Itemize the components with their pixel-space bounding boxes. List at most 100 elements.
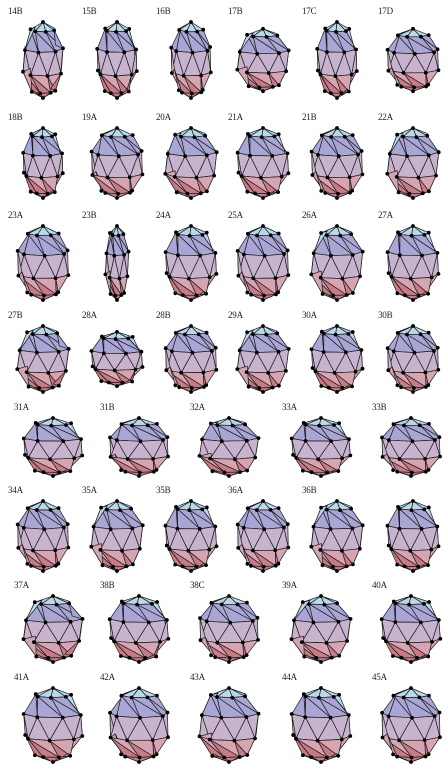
atom-vertex xyxy=(200,233,205,237)
atom-vertex xyxy=(395,383,400,388)
atom-vertex xyxy=(437,435,442,439)
atom-vertex xyxy=(350,253,355,257)
atom-vertex xyxy=(316,457,320,462)
atom-vertex xyxy=(77,639,81,643)
atom-vertex xyxy=(271,85,275,89)
atom-vertex xyxy=(432,349,436,353)
cluster-label: 36B xyxy=(302,485,317,495)
atom-vertex xyxy=(230,423,235,428)
atom-vertex xyxy=(112,253,117,258)
atom-vertex xyxy=(303,439,308,443)
atom-vertex xyxy=(110,233,115,237)
atom-vertex xyxy=(395,33,400,38)
cluster-label: 17D xyxy=(378,6,393,16)
atom-vertex xyxy=(227,686,231,690)
cluster-label: 23A xyxy=(8,210,23,220)
cluster-polyhedron xyxy=(163,324,219,394)
atom-vertex xyxy=(309,272,314,277)
atom-vertex xyxy=(411,224,415,228)
atom-vertex xyxy=(436,544,441,549)
atom-vertex xyxy=(187,508,192,512)
atom-vertex xyxy=(243,694,247,699)
atom-vertex xyxy=(42,293,46,298)
atom-vertex xyxy=(423,469,428,474)
atom-vertex xyxy=(247,134,252,138)
atom-vertex xyxy=(192,135,197,139)
atom-vertex xyxy=(261,26,265,31)
atom-vertex xyxy=(243,422,248,427)
atom-vertex xyxy=(33,421,38,425)
atom-vertex xyxy=(261,224,265,228)
atom-vertex xyxy=(391,468,395,472)
atom-vertex xyxy=(423,370,428,375)
atom-vertex xyxy=(291,733,296,737)
atom-vertex xyxy=(164,368,169,373)
atom-vertex xyxy=(426,468,431,472)
atom-vertex xyxy=(197,734,202,739)
atom-vertex xyxy=(89,544,94,549)
atom-vertex xyxy=(34,191,39,196)
atom-vertex xyxy=(115,20,119,24)
atom-vertex xyxy=(395,562,400,567)
atom-vertex xyxy=(33,692,38,697)
atom-vertex xyxy=(208,693,213,697)
atom-vertex xyxy=(350,133,355,137)
atom-vertex xyxy=(173,132,177,137)
atom-vertex xyxy=(289,712,294,716)
atom-vertex xyxy=(337,653,342,658)
atom-vertex xyxy=(417,423,422,428)
atom-vertex xyxy=(207,737,212,742)
atom-vertex xyxy=(328,715,333,720)
atom-vertex xyxy=(52,28,57,33)
atom-vertex xyxy=(115,126,119,130)
atom-vertex xyxy=(239,174,244,178)
atom-vertex xyxy=(154,752,159,757)
atom-vertex xyxy=(300,600,305,605)
atom-vertex xyxy=(422,507,427,512)
atom-vertex xyxy=(215,695,219,699)
atom-vertex xyxy=(116,191,120,196)
atom-vertex xyxy=(392,50,396,55)
atom-vertex xyxy=(124,351,128,356)
atom-vertex xyxy=(102,89,107,93)
atom-vertex xyxy=(78,713,83,717)
polyhedron-face xyxy=(397,384,414,393)
atom-vertex xyxy=(277,51,281,56)
atom-vertex xyxy=(411,196,415,200)
atom-vertex xyxy=(360,523,365,528)
atom-vertex xyxy=(335,298,339,302)
atom-vertex xyxy=(108,527,113,531)
atom-vertex xyxy=(111,564,115,569)
atom-vertex xyxy=(351,291,355,295)
atom-vertex xyxy=(57,470,62,475)
atom-vertex xyxy=(71,737,76,742)
atom-vertex xyxy=(253,191,257,196)
atom-vertex xyxy=(115,499,119,503)
atom-vertex xyxy=(28,73,33,77)
atom-vertex xyxy=(204,505,209,510)
cluster-cell xyxy=(378,485,444,577)
atom-vertex xyxy=(411,569,415,573)
atom-vertex xyxy=(104,251,109,256)
cluster-label: 35B xyxy=(156,485,171,495)
atom-vertex xyxy=(201,27,206,32)
atom-vertex xyxy=(108,231,112,235)
atom-vertex xyxy=(346,713,351,717)
atom-vertex xyxy=(48,457,52,462)
atom-vertex xyxy=(276,506,281,510)
atom-vertex xyxy=(36,50,41,55)
atom-vertex xyxy=(140,523,145,528)
cluster-label: 35A xyxy=(82,485,97,495)
atom-vertex xyxy=(322,89,327,93)
cluster-cell: 33A xyxy=(282,402,356,482)
cluster-label: 14B xyxy=(8,6,23,16)
atom-vertex xyxy=(253,736,257,741)
atom-vertex xyxy=(245,290,250,295)
atom-vertex xyxy=(108,735,113,740)
cluster-label: 41A xyxy=(14,672,29,682)
atom-vertex xyxy=(303,694,308,699)
atom-vertex xyxy=(331,695,336,699)
atom-vertex xyxy=(108,710,112,715)
atom-vertex xyxy=(183,332,187,337)
atom-vertex xyxy=(198,638,203,643)
